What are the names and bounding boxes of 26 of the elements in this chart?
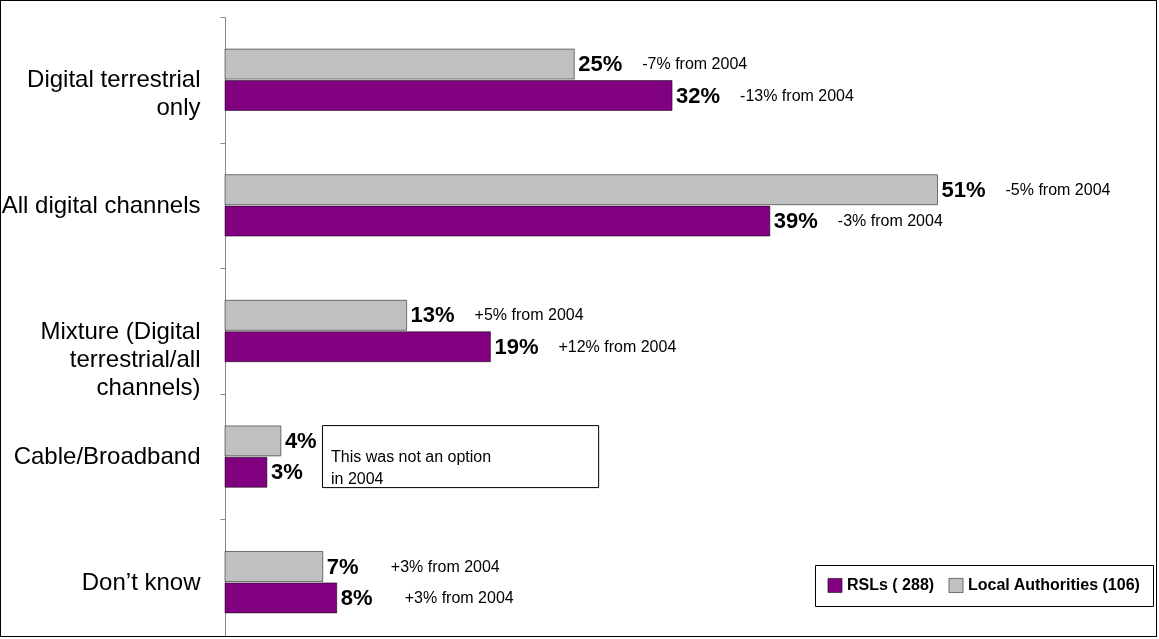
annotation: -7% from 2004: [642, 55, 748, 73]
annotation: +5% from 2004: [474, 306, 584, 324]
y-tick-label: All digital channels: [1, 190, 201, 218]
annotation: -13% from 2004: [740, 86, 854, 104]
data-label: 13%: [410, 302, 455, 328]
data-label: 7%: [326, 553, 359, 579]
text: -5% from 2004: [1005, 180, 1111, 198]
annotation: This was not an option in 2004: [331, 447, 492, 487]
y-tick-label: Cable/Broadband: [13, 442, 201, 470]
y-tick-label: Digital terrestrial only: [27, 65, 201, 121]
data-label: 4%: [284, 427, 317, 453]
annotation: +12% from 2004: [558, 337, 677, 355]
data-label: 8%: [340, 584, 373, 610]
annotation: -3% from 2004: [837, 212, 943, 230]
data-label: 3%: [270, 459, 303, 485]
data-label: 19%: [494, 333, 539, 359]
annotation: +3% from 2004: [390, 557, 500, 575]
annotation: +3% from 2004: [404, 588, 514, 606]
legend-label: RSLs ( 288): [847, 576, 935, 594]
y-tick-label: Mixture (Digital terrestrial/all channels): [40, 316, 201, 400]
data-label: 25%: [578, 51, 623, 77]
legend-label: Local Authorities (106): [968, 576, 1140, 594]
data-label: 51%: [941, 176, 986, 202]
y-tick-label: Don’t know: [81, 567, 202, 595]
data-label: 32%: [676, 82, 721, 108]
data-label: 39%: [773, 208, 818, 234]
